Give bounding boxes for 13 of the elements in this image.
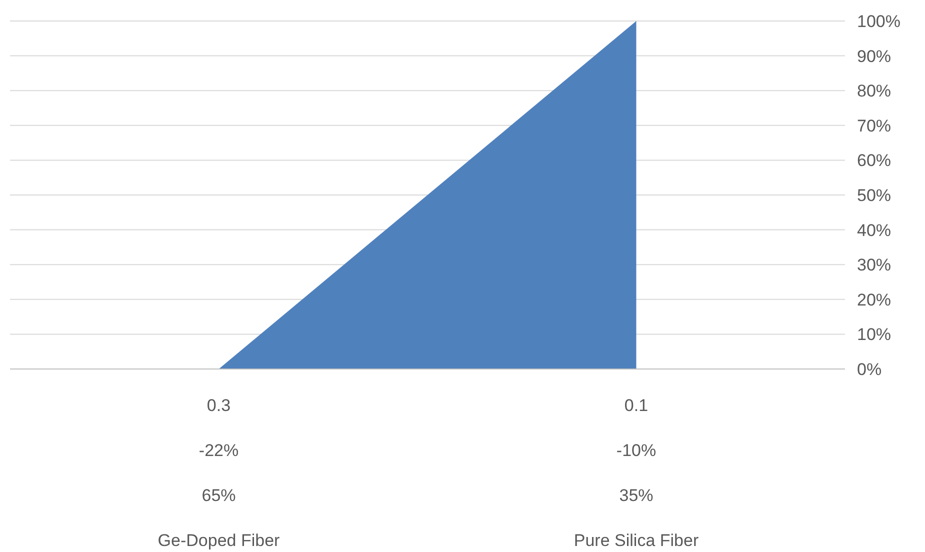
- y-tick-label: 20%: [857, 290, 892, 310]
- y-tick-label: 70%: [857, 116, 892, 136]
- category-label: 0.1 -10% 35% Pure Silica Fiber: [574, 396, 699, 550]
- y-tick-label: 50%: [857, 186, 892, 205]
- category-label: 0.3 -22% 65% Ge-Doped Fiber: [158, 396, 280, 550]
- y-tick-label: 10%: [857, 325, 892, 344]
- y-tick-label: 30%: [857, 256, 892, 275]
- y-tick-label: 40%: [857, 220, 892, 240]
- y-tick-label: 80%: [857, 82, 892, 101]
- y-tick-label: 60%: [857, 151, 892, 170]
- y-tick-label: 0%: [857, 360, 882, 379]
- y-tick-label: 100%: [857, 12, 900, 31]
- y-tick-label: 90%: [857, 46, 892, 66]
